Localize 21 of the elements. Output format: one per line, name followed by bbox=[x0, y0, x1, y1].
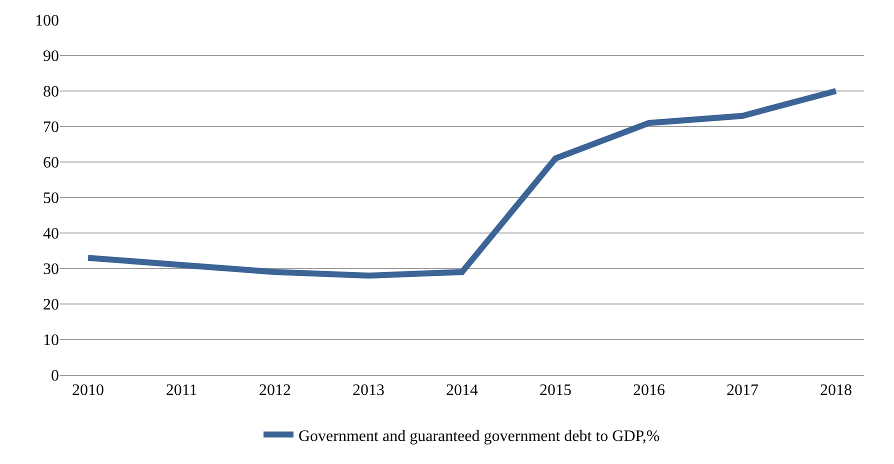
x-tick-label: 2011 bbox=[166, 382, 198, 400]
y-tick-label: 10 bbox=[43, 332, 59, 350]
y-tick-label: 60 bbox=[43, 154, 59, 172]
y-tick-label: 40 bbox=[43, 226, 59, 243]
x-tick-label: 2015 bbox=[539, 382, 572, 400]
x-tick-label: 2010 bbox=[72, 382, 104, 400]
y-tick-label: 20 bbox=[43, 296, 59, 314]
x-tick-label: 2012 bbox=[259, 382, 292, 400]
x-tick-label: 2017 bbox=[726, 382, 758, 400]
x-tick-label: 2016 bbox=[632, 382, 665, 400]
x-tick-label: 2014 bbox=[446, 382, 478, 400]
y-tick-label: 80 bbox=[43, 84, 59, 101]
y-tick-label: 0 bbox=[51, 368, 59, 385]
y-tick-label: 100 bbox=[35, 12, 59, 30]
x-tick-label: 2018 bbox=[820, 382, 852, 400]
y-tick-label: 30 bbox=[43, 261, 59, 278]
y-tick-label: 50 bbox=[43, 190, 59, 208]
x-tick-label: 2013 bbox=[352, 382, 385, 400]
y-tick-label: 90 bbox=[43, 48, 59, 66]
legend-label: Government and guaranteed government debt to GDP,% bbox=[298, 428, 660, 445]
y-tick-label: 70 bbox=[43, 119, 59, 136]
